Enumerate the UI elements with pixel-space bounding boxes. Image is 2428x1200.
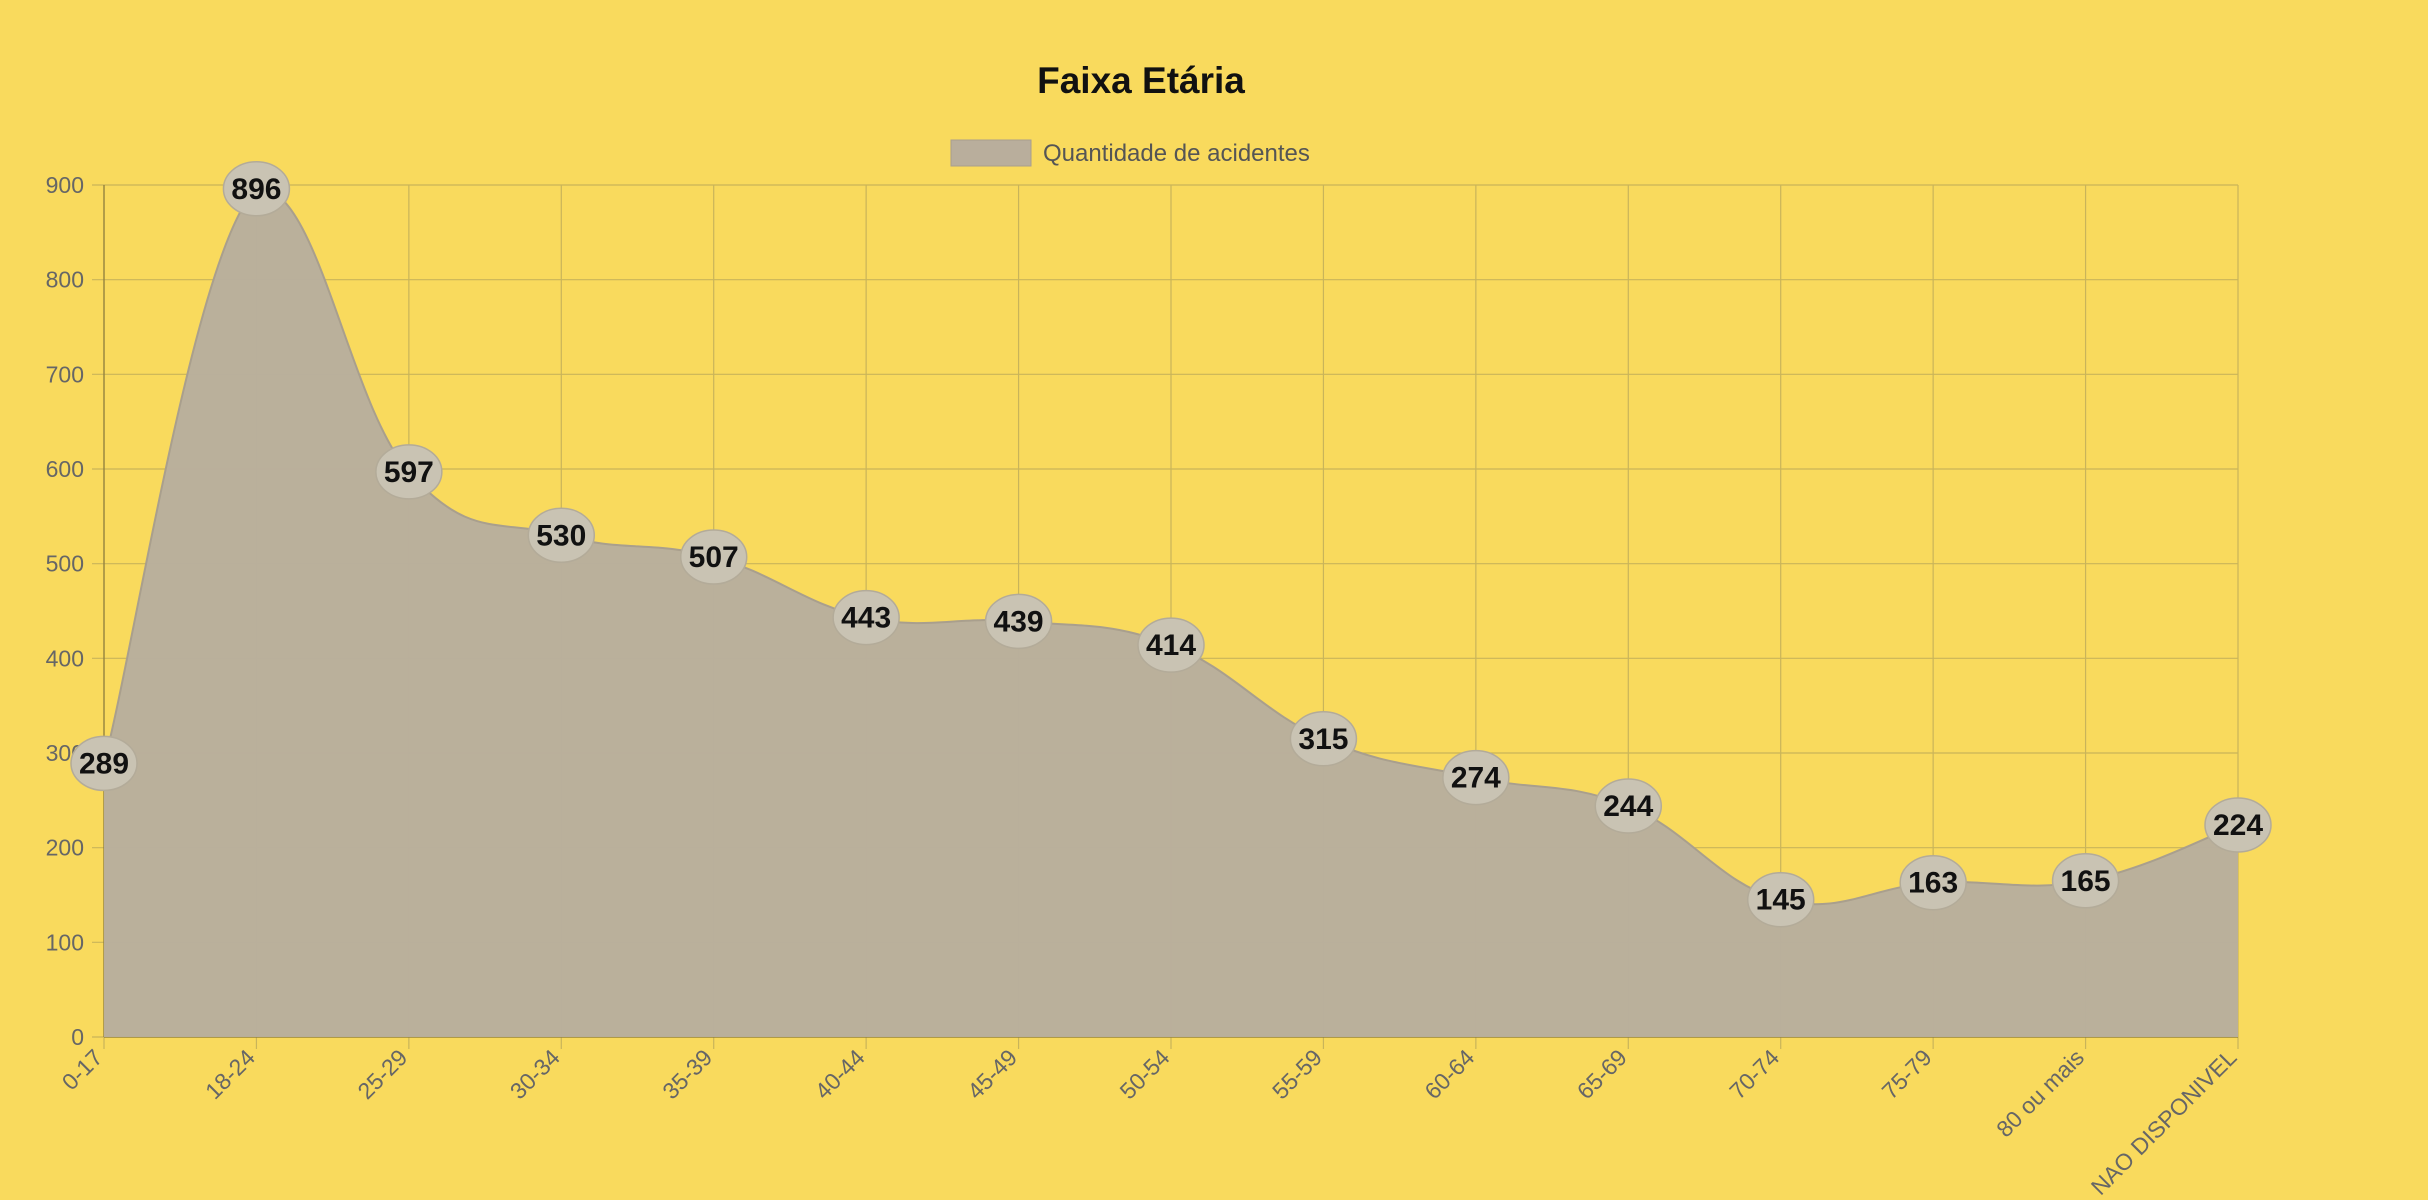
data-label: 507 <box>689 541 739 574</box>
point-marker <box>1899 854 1967 911</box>
area-fill <box>104 188 2238 1037</box>
point-marker <box>1137 617 1205 673</box>
point-marker <box>1594 778 1663 834</box>
x-tick-label: 0-17 <box>57 1044 108 1095</box>
data-label: 145 <box>1756 884 1806 917</box>
y-tick-label: 600 <box>46 456 84 482</box>
x-tick-label: 50-54 <box>1115 1044 1175 1104</box>
y-tick-label: 200 <box>46 835 84 861</box>
series-area <box>103 187 2239 1037</box>
point-marker <box>1289 711 1358 767</box>
x-tick-label: 70-74 <box>1724 1044 1784 1104</box>
x-axis: 0-17 18-24 25-29 30-34 35-39 40-44 45-49 50-54 5… <box>57 1044 2242 1200</box>
data-point[interactable]: 597 <box>375 444 443 500</box>
data-point[interactable]: 289 <box>70 735 138 792</box>
point-marker <box>1746 871 1815 928</box>
data-point[interactable]: 443 <box>832 589 900 646</box>
legend-label: Quantidade de acidentes <box>1043 140 1310 167</box>
data-point[interactable]: 244 <box>1594 778 1663 834</box>
data-label: 315 <box>1298 723 1348 756</box>
x-tick-label: 55-59 <box>1267 1044 1327 1104</box>
y-tick-label: 800 <box>46 267 84 293</box>
x-tick-label: 35-39 <box>657 1044 717 1104</box>
point-marker <box>679 529 748 585</box>
point-marker <box>222 161 291 217</box>
point-marker <box>2204 797 2272 853</box>
data-point[interactable]: 439 <box>984 593 1053 650</box>
point-marker <box>2051 853 2120 909</box>
x-tick-label: 25-29 <box>352 1044 412 1104</box>
data-point[interactable]: 165 <box>2051 853 2120 909</box>
data-label: 289 <box>79 747 129 780</box>
x-tick-label: 65-69 <box>1572 1044 1632 1104</box>
data-label: 244 <box>1603 790 1653 823</box>
data-point[interactable]: 896 <box>222 161 291 217</box>
y-tick-label: 500 <box>46 551 84 577</box>
x-tick-label: 75-79 <box>1877 1044 1937 1104</box>
y-tick-label: 0 <box>71 1024 84 1050</box>
data-point[interactable]: 530 <box>527 507 596 564</box>
data-label: 165 <box>2061 865 2111 898</box>
data-point[interactable]: 145 <box>1746 871 1815 928</box>
data-label: 443 <box>841 602 891 635</box>
x-tick-label: 60-64 <box>1419 1044 1479 1104</box>
y-tick-label: 700 <box>46 361 84 387</box>
chart-title: Faixa Etária <box>1037 60 1245 101</box>
series-line <box>103 187 2239 906</box>
data-label: 224 <box>2213 809 2263 842</box>
data-label: 530 <box>536 519 586 552</box>
data-label: 439 <box>994 605 1044 638</box>
x-tick-label: 80 ou mais <box>1991 1044 2089 1142</box>
x-tick-label: 40-44 <box>810 1044 870 1104</box>
data-point[interactable]: 414 <box>1137 617 1205 673</box>
data-point[interactable]: 163 <box>1899 854 1967 911</box>
data-label: 896 <box>231 173 281 206</box>
legend-swatch <box>950 139 1032 167</box>
x-tick-label: 18-24 <box>200 1044 260 1104</box>
data-label: 163 <box>1908 867 1958 900</box>
data-label: 597 <box>384 456 434 489</box>
point-marker <box>527 507 596 564</box>
legend[interactable]: Quantidade de acidentes <box>950 139 1310 167</box>
point-marker <box>70 735 138 792</box>
point-marker <box>832 589 900 646</box>
y-tick-label: 900 <box>46 172 84 198</box>
data-label: 414 <box>1146 629 1196 662</box>
data-labels: 289 896 597 530 507 443 439 414 315 274 244 145 163 1… <box>70 161 2272 928</box>
x-tick-label: NAO DISPONIVEL <box>2086 1044 2242 1195</box>
data-point[interactable]: 507 <box>679 529 748 585</box>
point-marker <box>1442 749 1510 806</box>
point-marker <box>375 444 443 500</box>
data-point[interactable]: 224 <box>2204 797 2272 853</box>
x-tick-label: 45-49 <box>962 1044 1022 1104</box>
data-label: 274 <box>1451 762 1501 795</box>
data-point[interactable]: 274 <box>1442 749 1510 806</box>
x-tick-label: 30-34 <box>505 1044 565 1104</box>
point-marker <box>984 593 1053 650</box>
y-tick-label: 100 <box>46 929 84 955</box>
y-tick-label: 400 <box>46 645 84 671</box>
data-point[interactable]: 315 <box>1289 711 1358 767</box>
